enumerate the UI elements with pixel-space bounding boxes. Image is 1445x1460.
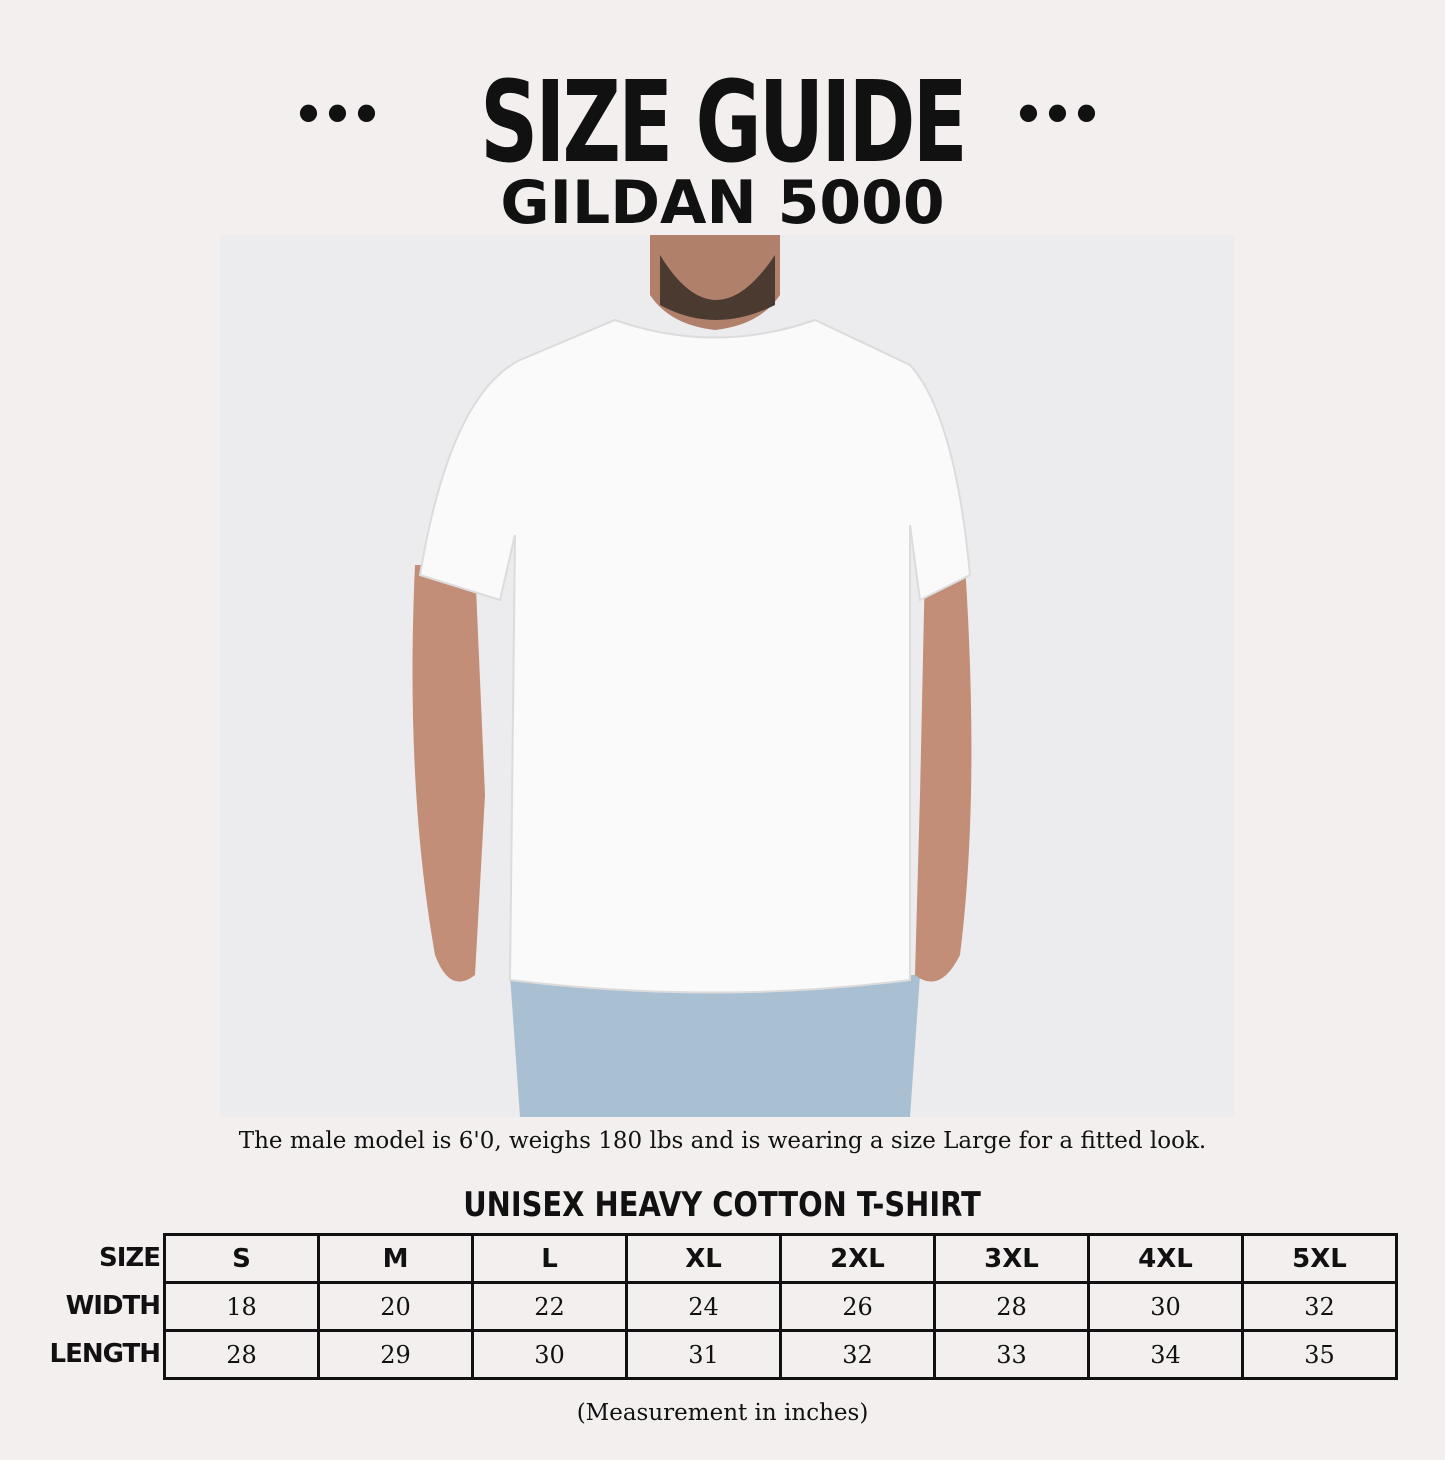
size-cell: S (163, 1233, 320, 1284)
width-cell: 26 (779, 1281, 936, 1332)
size-cell: 4XL (1087, 1233, 1244, 1284)
length-cell: 28 (163, 1329, 320, 1380)
length-cell: 32 (779, 1329, 936, 1380)
width-cell: 30 (1087, 1281, 1244, 1332)
size-cell: 3XL (933, 1233, 1090, 1284)
decorative-dots-left: ••• (298, 79, 386, 146)
length-row: 28 29 30 31 32 33 34 35 (163, 1329, 1398, 1380)
model-caption: The male model is 6'0, weighs 180 lbs an… (238, 1128, 1207, 1154)
row-label-size: SIZE (98, 1243, 161, 1273)
size-cell: XL (625, 1233, 782, 1284)
model-photo (220, 235, 1234, 1117)
size-table-title: UNISEX HEAVY COTTON T-SHIRT (463, 1185, 981, 1225)
row-label-length: LENGTH (49, 1339, 161, 1369)
length-cell: 31 (625, 1329, 782, 1380)
width-cell: 32 (1241, 1281, 1398, 1332)
decorative-dots-right: ••• (1018, 79, 1106, 146)
product-subtitle: GILDAN 5000 (500, 168, 945, 238)
width-cell: 20 (317, 1281, 474, 1332)
width-row: 18 20 22 24 26 28 30 32 (163, 1281, 1398, 1332)
length-cell: 33 (933, 1329, 1090, 1380)
measurement-note: (Measurement in inches) (576, 1400, 869, 1426)
size-cell: 2XL (779, 1233, 936, 1284)
size-cell: L (471, 1233, 628, 1284)
width-cell: 28 (933, 1281, 1090, 1332)
size-row: S M L XL 2XL 3XL 4XL 5XL (163, 1233, 1398, 1284)
width-cell: 22 (471, 1281, 628, 1332)
size-cell: 5XL (1241, 1233, 1398, 1284)
size-cell: M (317, 1233, 474, 1284)
row-label-width: WIDTH (65, 1291, 161, 1321)
page-title: SIZE GUIDE (480, 58, 967, 188)
length-cell: 34 (1087, 1329, 1244, 1380)
width-cell: 18 (163, 1281, 320, 1332)
length-cell: 29 (317, 1329, 474, 1380)
length-cell: 30 (471, 1329, 628, 1380)
length-cell: 35 (1241, 1329, 1398, 1380)
width-cell: 24 (625, 1281, 782, 1332)
size-table: S M L XL 2XL 3XL 4XL 5XL 18 20 22 24 26 28 30 32 28 29 3… (163, 1233, 1398, 1380)
